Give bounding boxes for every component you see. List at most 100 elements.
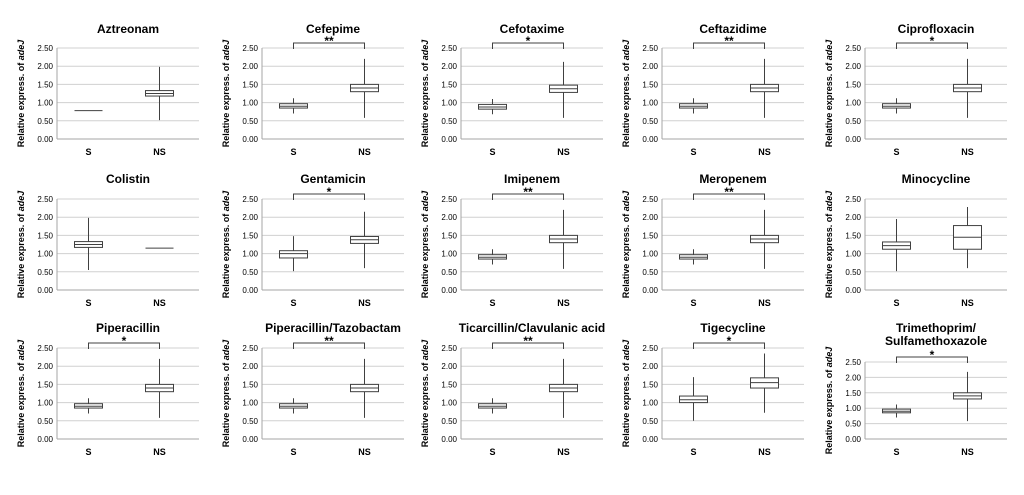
- y-tick-label: 1.50: [242, 380, 258, 389]
- chart-title: Trimethoprim/: [896, 321, 977, 335]
- chart-title: Cefotaxime: [500, 22, 565, 36]
- x-category-label: S: [85, 147, 91, 157]
- y-axis-label-gene: adeJ: [16, 39, 26, 61]
- y-tick-label: 0.00: [845, 286, 861, 295]
- y-tick-label: 2.00: [642, 62, 658, 71]
- x-category-label: S: [85, 447, 91, 457]
- y-tick-label: 2.00: [242, 213, 258, 222]
- y-tick-label: 0.50: [37, 117, 53, 126]
- y-tick-label: 0.00: [37, 435, 53, 444]
- x-category-label: S: [893, 298, 899, 308]
- x-category-label: S: [85, 298, 91, 308]
- chart-title: Meropenem: [699, 172, 766, 186]
- y-tick-label: 0.00: [441, 286, 457, 295]
- y-tick-label: 0.00: [845, 435, 861, 444]
- chart-panel: Aztreonam 0.00 0.50 1.00 1.50 2.00 2.50 Relativ…: [16, 22, 199, 157]
- significance-label: **: [523, 185, 533, 199]
- y-tick-label: 2.50: [441, 195, 457, 204]
- y-tick-label: 1.00: [441, 399, 457, 408]
- x-category-label: S: [893, 147, 899, 157]
- x-category-label: NS: [557, 147, 570, 157]
- y-tick-label: 0.50: [642, 268, 658, 277]
- y-tick-label: 1.00: [37, 250, 53, 259]
- y-tick-label: 0.00: [642, 435, 658, 444]
- significance-label: *: [327, 185, 332, 199]
- y-axis-label-gene: adeJ: [221, 190, 231, 212]
- y-tick-label: 1.00: [441, 99, 457, 108]
- box-iqr: [279, 250, 308, 259]
- y-tick-label: 2.50: [242, 44, 258, 53]
- y-axis-label-text: Relative express. of: [16, 211, 26, 298]
- y-tick-label: 2.00: [642, 213, 658, 222]
- y-tick-label: 0.00: [441, 135, 457, 144]
- significance-label: **: [324, 34, 334, 48]
- significance-label: *: [727, 334, 732, 348]
- x-category-label: S: [489, 447, 495, 457]
- y-tick-label: 1.50: [441, 80, 457, 89]
- y-tick-label: 2.00: [845, 373, 861, 382]
- y-axis-label-text: Relative express. of: [621, 360, 631, 447]
- y-tick-label: 0.00: [37, 135, 53, 144]
- significance-bracket: [693, 42, 765, 49]
- y-tick-label: 1.50: [37, 80, 53, 89]
- y-axis-label: Relative express. of adeJ: [621, 339, 631, 448]
- y-axis-label-gene: adeJ: [221, 39, 231, 61]
- significance-label: *: [930, 348, 935, 362]
- chart-panel: Ceftazidime 0.00 0.50 1.00 1.50 2.00 2.50 Relat…: [621, 22, 804, 157]
- y-tick-label: 2.00: [441, 213, 457, 222]
- chart-panel: Tigecycline 0.00 0.50 1.00 1.50 2.00 2.50 Relat…: [621, 321, 804, 457]
- significance-bracket: [88, 342, 160, 349]
- x-category-label: NS: [961, 447, 974, 457]
- chart-panel: Cefepime 0.00 0.50 1.00 1.50 2.00 2.50 Relative…: [221, 22, 404, 157]
- y-tick-label: 2.50: [441, 44, 457, 53]
- y-tick-label: 0.50: [441, 117, 457, 126]
- y-tick-label: 1.50: [37, 380, 53, 389]
- y-tick-label: 1.00: [242, 399, 258, 408]
- x-category-label: S: [690, 147, 696, 157]
- y-axis-label: Relative express. of adeJ: [420, 39, 430, 148]
- y-tick-label: 0.00: [642, 286, 658, 295]
- significance-bracket: [896, 42, 968, 49]
- y-axis-label-gene: adeJ: [824, 190, 834, 212]
- y-tick-label: 1.50: [242, 231, 258, 240]
- y-tick-label: 1.50: [642, 231, 658, 240]
- y-tick-label: 2.50: [242, 344, 258, 353]
- y-tick-label: 0.50: [845, 117, 861, 126]
- y-tick-label: 0.50: [642, 417, 658, 426]
- y-tick-label: 1.00: [37, 399, 53, 408]
- y-tick-label: 1.50: [845, 231, 861, 240]
- y-tick-label: 2.50: [845, 44, 861, 53]
- y-tick-label: 2.50: [441, 344, 457, 353]
- y-tick-label: 1.00: [242, 250, 258, 259]
- chart-panel: Ticarcillin/Clavulanic acid 0.00 0.50 1.00 1…: [420, 321, 605, 457]
- y-tick-label: 2.50: [242, 195, 258, 204]
- y-tick-label: 2.50: [845, 358, 861, 367]
- significance-bracket: [492, 193, 564, 200]
- y-tick-label: 2.00: [441, 362, 457, 371]
- y-tick-label: 0.00: [242, 135, 258, 144]
- y-tick-label: 0.50: [242, 268, 258, 277]
- chart-title: Tigecycline: [700, 321, 765, 335]
- y-axis-label-gene: adeJ: [621, 39, 631, 61]
- x-category-label: S: [690, 447, 696, 457]
- y-axis-label-gene: adeJ: [221, 339, 231, 361]
- y-axis-label-text: Relative express. of: [824, 367, 834, 454]
- x-category-label: NS: [153, 147, 166, 157]
- x-category-label: NS: [758, 298, 771, 308]
- x-category-label: S: [489, 298, 495, 308]
- y-tick-label: 1.00: [441, 250, 457, 259]
- x-category-label: NS: [961, 298, 974, 308]
- significance-bracket: [293, 42, 365, 49]
- y-tick-label: 1.00: [642, 99, 658, 108]
- y-tick-label: 1.50: [642, 80, 658, 89]
- significance-bracket: [693, 193, 765, 200]
- chart-panel: Imipenem 0.00 0.50 1.00 1.50 2.00 2.50 Relative…: [420, 172, 603, 308]
- significance-label: **: [724, 34, 734, 48]
- y-tick-label: 2.00: [441, 62, 457, 71]
- y-axis-label-text: Relative express. of: [621, 60, 631, 147]
- y-axis-label-gene: adeJ: [824, 346, 834, 368]
- y-tick-label: 0.50: [242, 417, 258, 426]
- y-axis-label: Relative express. of adeJ: [221, 39, 231, 148]
- y-axis-label-gene: adeJ: [16, 190, 26, 212]
